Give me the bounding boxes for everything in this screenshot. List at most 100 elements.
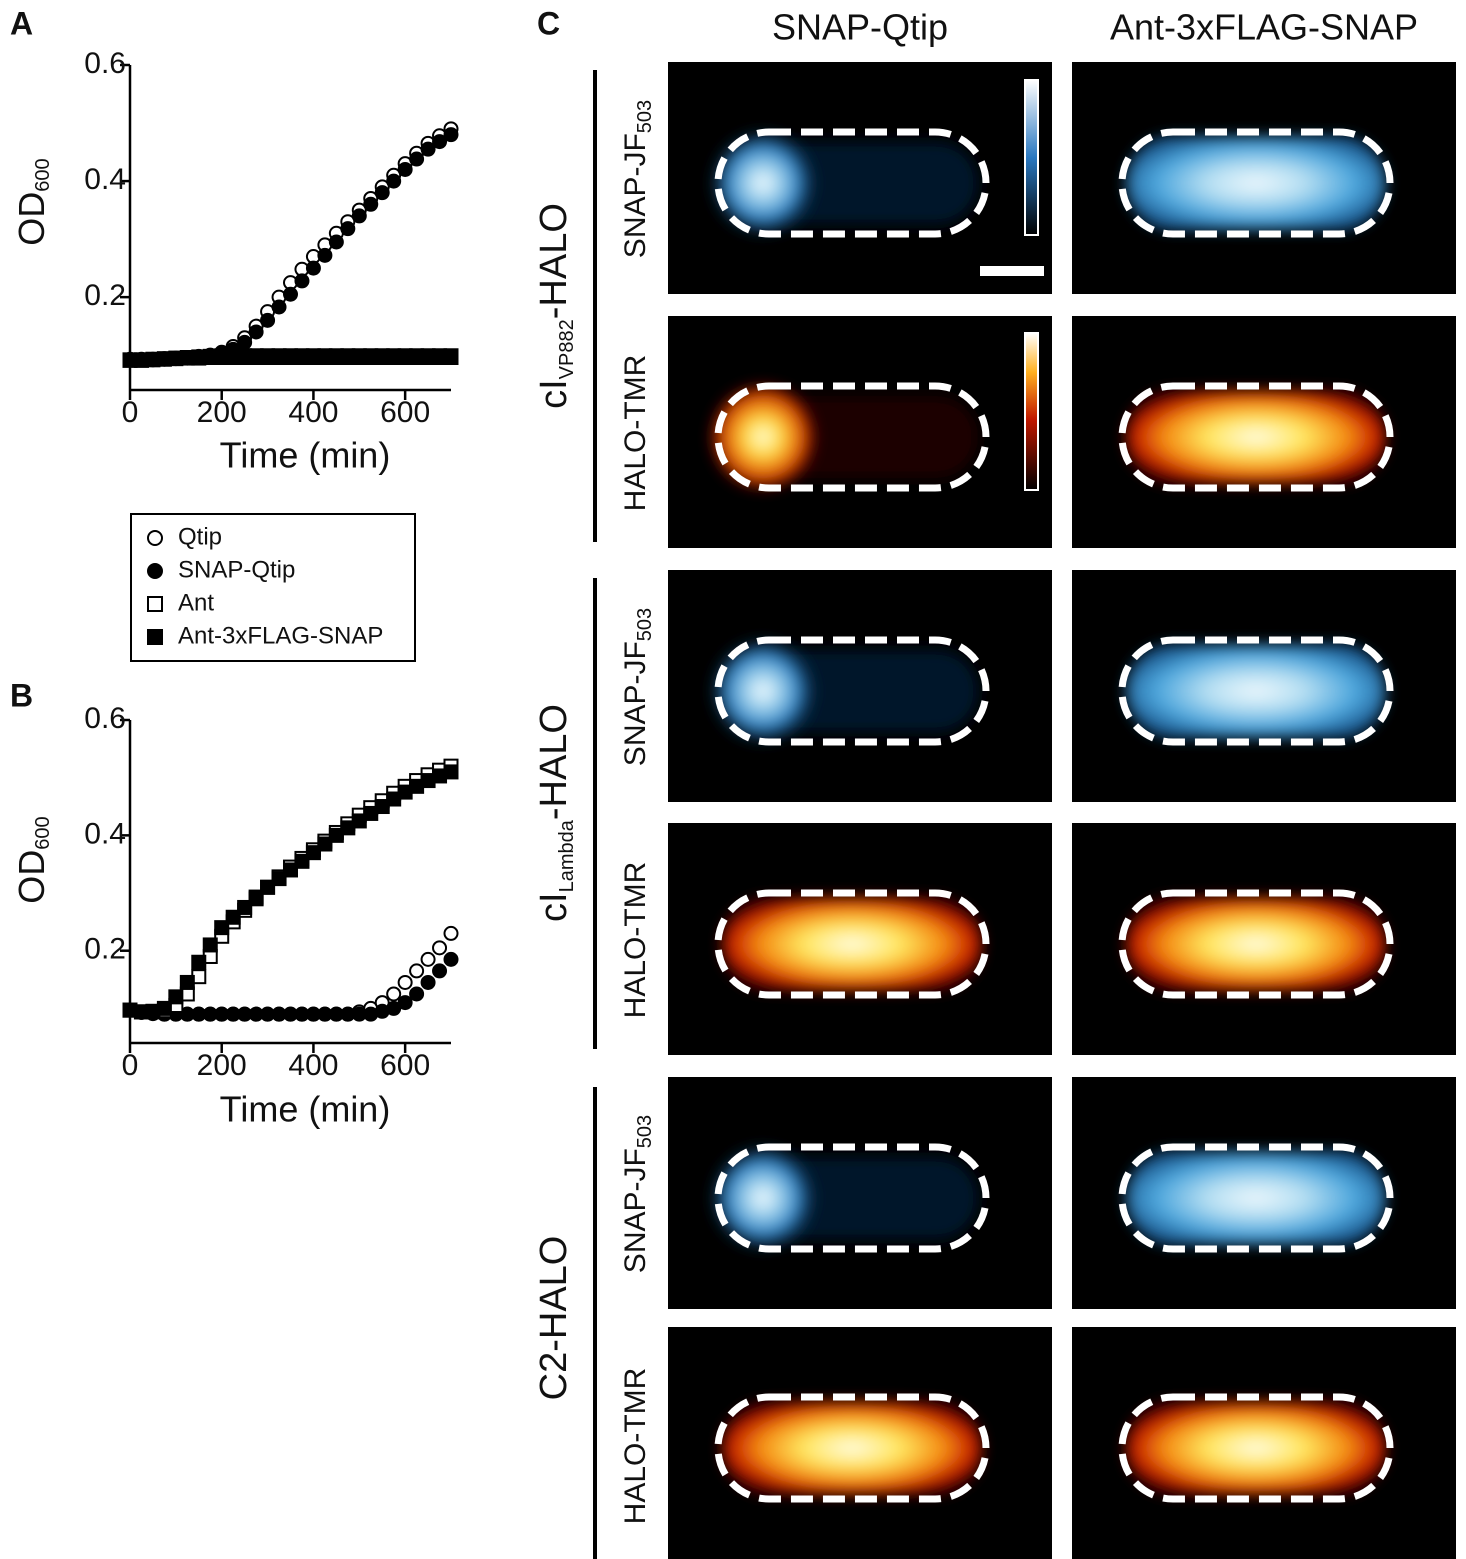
micrograph	[1072, 62, 1456, 294]
point	[399, 976, 412, 989]
column-header: SNAP-Qtip	[772, 7, 948, 48]
group-label-rest: -HALO	[533, 704, 575, 820]
point	[238, 336, 251, 349]
point	[261, 314, 274, 327]
colorbar	[1025, 333, 1038, 490]
panel-letter: C	[537, 5, 560, 41]
legend-marker	[148, 630, 162, 644]
legend-marker	[148, 564, 162, 578]
point	[445, 351, 458, 364]
group-label-main: cI	[533, 379, 575, 409]
channel-label: SNAP-JF503	[619, 608, 656, 766]
point	[422, 143, 435, 156]
y-tick-label: 0.2	[84, 279, 126, 312]
point	[341, 222, 354, 235]
point	[433, 941, 446, 954]
group-label-sub: Lambda	[556, 819, 578, 892]
micrograph	[668, 570, 1052, 802]
point	[445, 128, 458, 141]
group-label: C2-HALO	[533, 1236, 575, 1401]
point	[399, 996, 412, 1009]
y-axis-title-main: OD	[11, 850, 52, 904]
point	[284, 288, 297, 301]
point	[307, 262, 320, 275]
series	[124, 351, 458, 367]
channel-label: SNAP-JF503	[619, 1115, 656, 1273]
x-tick-label: 0	[122, 396, 139, 429]
y-axis-title: OD600	[11, 158, 55, 245]
channel-label: SNAP-JF503	[619, 100, 656, 258]
group-label-rest: -HALO	[533, 203, 575, 319]
panel-letter: B	[10, 677, 33, 713]
point	[273, 301, 286, 314]
point	[353, 209, 366, 222]
x-tick-label: 600	[380, 396, 430, 429]
y-tick-label: 0.2	[84, 933, 126, 966]
point	[192, 956, 205, 969]
point	[250, 325, 263, 338]
legend-marker	[148, 597, 162, 611]
point	[295, 274, 308, 287]
column-header: Ant-3xFLAG-SNAP	[1110, 7, 1418, 48]
x-tick-label: 200	[197, 1049, 247, 1082]
point	[422, 976, 435, 989]
group-label-sub: VP882	[556, 319, 578, 379]
y-axis-title-main: OD	[11, 192, 52, 246]
channel-main: SNAP-JF	[619, 133, 652, 258]
x-tick-label: 600	[380, 1049, 430, 1082]
point	[410, 964, 423, 977]
colorbar	[1025, 80, 1038, 235]
point	[445, 765, 458, 778]
scale-bar	[980, 266, 1044, 276]
point	[410, 153, 423, 166]
x-tick-label: 400	[288, 1049, 338, 1082]
point	[422, 953, 435, 966]
channel-label: HALO-TMR	[619, 862, 652, 1019]
series	[124, 122, 458, 365]
group-label: cIVP882-HALO	[533, 203, 578, 409]
legend-marker	[148, 531, 162, 545]
y-tick-label: 0.4	[84, 163, 126, 196]
x-axis-title: Time (min)	[220, 1089, 391, 1130]
page: { "panel_labels": ["A", "B", "C"], "char…	[0, 0, 1466, 1559]
point	[410, 987, 423, 1000]
point	[169, 990, 182, 1003]
channel-main: SNAP-JF	[619, 641, 652, 766]
point	[433, 964, 446, 977]
x-axis-title: Time (min)	[220, 435, 391, 476]
point	[318, 249, 331, 262]
y-tick-label: 0.6	[84, 702, 126, 735]
point	[387, 987, 400, 1000]
group-label-main: cI	[533, 892, 575, 922]
micrograph	[1072, 823, 1456, 1055]
legend-label: SNAP-Qtip	[178, 556, 295, 583]
channel-label: HALO-TMR	[619, 1368, 652, 1525]
y-axis-title-sub: 600	[32, 816, 54, 849]
legend-label: Ant	[178, 589, 214, 616]
channel-sub: 503	[634, 1115, 656, 1148]
point	[387, 175, 400, 188]
microscopy-grid	[668, 62, 1456, 1559]
x-tick-label: 0	[122, 1049, 139, 1082]
micrograph	[1072, 1327, 1456, 1559]
point	[399, 163, 412, 176]
point	[445, 927, 458, 940]
figure: A B C Time (min) OD600 Time (min) OD600 …	[0, 0, 1466, 1559]
plot: 0.2 0.4 0.6 0 200 400 600	[84, 702, 457, 1082]
series	[124, 128, 458, 366]
panel-letter: A	[10, 5, 33, 41]
channel-sub: 503	[634, 100, 656, 133]
micrograph	[668, 1327, 1052, 1559]
point	[204, 938, 217, 951]
y-tick-label: 0.4	[84, 817, 126, 850]
point	[376, 186, 389, 199]
micrograph	[1072, 1077, 1456, 1309]
channel-sub: 503	[634, 608, 656, 641]
legend-label: Qtip	[178, 523, 222, 550]
point	[330, 236, 343, 249]
y-tick-label: 0.6	[84, 47, 126, 80]
micrograph	[668, 823, 1052, 1055]
group-label: cILambda-HALO	[533, 704, 578, 922]
x-tick-label: 400	[288, 396, 338, 429]
